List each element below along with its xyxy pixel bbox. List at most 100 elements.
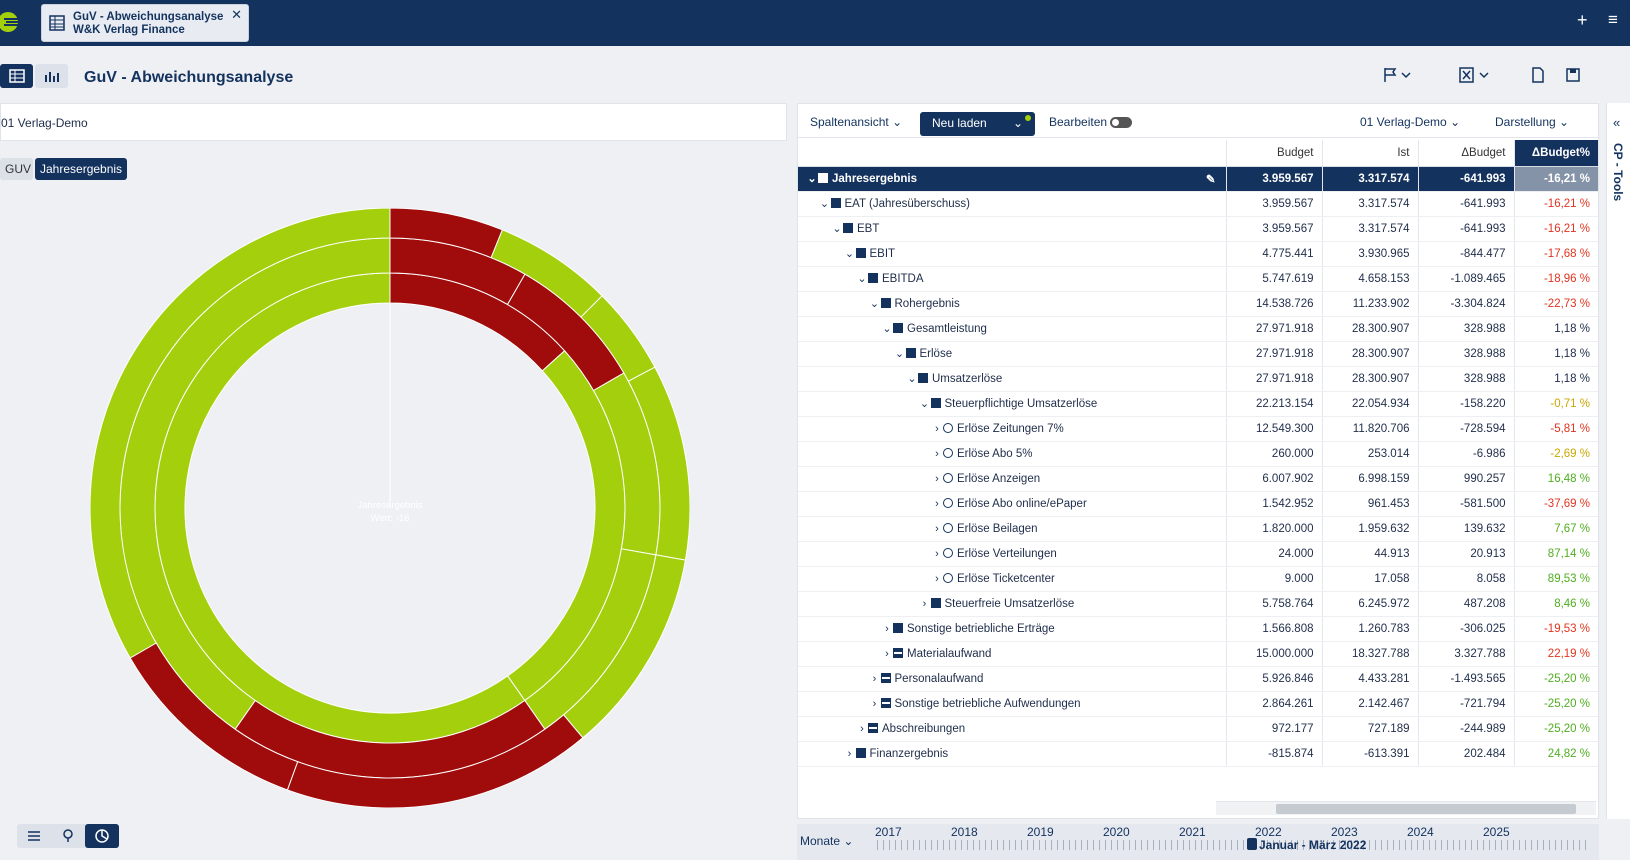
row-name[interactable]: › Erlöse Abo online/ePaper <box>798 491 1226 517</box>
table-row[interactable]: › Abschreibungen 972.177 727.189 -244.989 -25… <box>798 716 1598 742</box>
row-name[interactable]: › Materialaufwand <box>798 641 1226 667</box>
row-name[interactable]: › Personalaufwand <box>798 666 1226 692</box>
row-name[interactable]: › Erlöse Anzeigen <box>798 466 1226 492</box>
column-view-dropdown[interactable]: Spaltenansicht ⌄ <box>810 115 902 129</box>
table-row[interactable]: › Erlöse Ticketcenter 9.000 17.058 8.058 89,5… <box>798 566 1598 592</box>
chevron-right-icon[interactable]: › <box>935 472 939 485</box>
table-row[interactable]: › Personalaufwand 5.926.846 4.433.281 -1.493… <box>798 666 1598 692</box>
column-header-ist[interactable]: Ist <box>1321 140 1418 167</box>
sunburst-segment-ring5-7[interactable] <box>90 208 391 659</box>
excel-export-icon[interactable] <box>1458 66 1490 84</box>
row-name[interactable]: › Erlöse Abo 5% <box>798 441 1226 467</box>
table-row[interactable]: › Erlöse Beilagen 1.820.000 1.959.632 139.63… <box>798 516 1598 542</box>
table-row[interactable]: › Sonstige betriebliche Aufwendungen 2.864… <box>798 691 1598 717</box>
chevron-down-icon[interactable]: ⌄ <box>882 323 892 335</box>
table-row[interactable]: › Finanzergebnis -815.874 -613.391 202.484 24… <box>798 741 1598 767</box>
row-name[interactable]: › Sonstige betriebliche Erträge <box>798 616 1226 642</box>
pin-icon[interactable]: ✎ <box>1205 173 1216 186</box>
row-name[interactable]: ⌄ EAT (Jahresüberschuss) <box>798 191 1226 217</box>
row-name[interactable]: ⌄ Gesamtleistung <box>798 316 1226 342</box>
chevron-down-icon[interactable]: ⌄ <box>907 373 917 385</box>
scrollbar-thumb[interactable] <box>1276 804 1576 814</box>
timeline-year[interactable]: 2025 <box>1483 825 1510 839</box>
table-row[interactable]: ⌄ EAT (Jahresüberschuss) 3.959.567 3.317.57… <box>798 191 1598 217</box>
company-selector[interactable]: 01 Verlag-Demo <box>0 103 787 141</box>
chevron-down-icon[interactable]: ⌄ <box>832 223 842 235</box>
row-name[interactable]: › Steuerfreie Umsatzerlöse <box>798 591 1226 617</box>
timeline-year[interactable]: 2019 <box>1027 825 1054 839</box>
chevron-right-icon[interactable]: › <box>885 647 889 660</box>
row-name[interactable]: ⌄ Rohergebnis <box>798 291 1226 317</box>
table-row[interactable]: ⌄ Gesamtleistung 27.971.918 28.300.907 328.9… <box>798 316 1598 342</box>
timeline-year[interactable]: 2022 <box>1255 825 1282 839</box>
chevron-down-icon[interactable]: ⌄ <box>857 273 867 285</box>
sunburst-chart[interactable]: Jahresergebnis Wert: -16 <box>90 208 690 808</box>
flag-icon[interactable] <box>1382 66 1412 84</box>
column-header-budget[interactable]: Budget <box>1225 140 1322 167</box>
timeline-year[interactable]: 2021 <box>1179 825 1206 839</box>
row-name[interactable]: ⌄ EBITDA <box>798 266 1226 292</box>
timeline-track[interactable] <box>877 840 1587 850</box>
cp-tools-panel[interactable]: « CP - Tools <box>1606 103 1630 819</box>
row-name[interactable]: ⌄ EBT <box>798 216 1226 242</box>
table-row[interactable]: ⌄ Steuerpflichtige Umsatzerlöse 22.213.154… <box>798 391 1598 417</box>
chevron-down-icon[interactable]: ⌄ <box>807 172 817 185</box>
edit-toggle[interactable] <box>1110 117 1132 128</box>
table-row[interactable]: › Erlöse Verteilungen 24.000 44.913 20.913 87… <box>798 541 1598 567</box>
chevron-right-icon[interactable]: › <box>935 422 939 435</box>
chevron-right-icon[interactable]: › <box>935 522 939 535</box>
display-dropdown[interactable]: Darstellung ⌄ <box>1495 115 1569 129</box>
main-menu-icon[interactable]: ≡ <box>1608 10 1618 29</box>
table-view-button[interactable] <box>0 64 33 88</box>
table-row[interactable]: ⌄ Rohergebnis 14.538.726 11.233.902 -3.304.8… <box>798 291 1598 317</box>
chart-view-button[interactable] <box>35 64 68 88</box>
document-tab[interactable]: GuV - Abweichungsanalyse W&K Verlag Fina… <box>41 4 249 42</box>
table-row[interactable]: › Sonstige betriebliche Erträge 1.566.808 1… <box>798 616 1598 642</box>
row-name[interactable]: › Abschreibungen <box>798 716 1226 742</box>
table-row[interactable]: › Erlöse Zeitungen 7% 12.549.300 11.820.706… <box>798 416 1598 442</box>
collapse-icon[interactable]: « <box>1613 115 1621 130</box>
timeline-year[interactable]: 2018 <box>951 825 978 839</box>
row-name[interactable]: ⌄ Umsatzerlöse <box>798 366 1226 392</box>
save-icon[interactable] <box>1565 66 1581 84</box>
table-row[interactable]: › Erlöse Abo online/ePaper 1.542.952 961.45… <box>798 491 1598 517</box>
table-row[interactable]: ⌄ EBITDA 5.747.619 4.658.153 -1.089.465 -18,9… <box>798 266 1598 292</box>
list-mode-button[interactable] <box>17 824 51 848</box>
chevron-down-icon[interactable]: ⌄ <box>819 198 830 210</box>
timeline-handle[interactable] <box>1247 838 1257 850</box>
timeline-year[interactable]: 2024 <box>1407 825 1434 839</box>
column-header-delta-pct[interactable]: ΔBudget% <box>1513 140 1598 167</box>
row-name[interactable]: ⌄ Erlöse <box>798 341 1226 367</box>
row-name[interactable]: › Erlöse Zeitungen 7% <box>798 416 1226 442</box>
chevron-down-icon[interactable]: ⌄ <box>1012 116 1023 130</box>
table-row[interactable]: ⌄ Jahresergebnis ✎ 3.959.567 3.317.574 -641.9… <box>798 166 1598 192</box>
chevron-right-icon[interactable]: › <box>935 447 939 460</box>
chevron-right-icon[interactable]: › <box>872 672 877 685</box>
breadcrumb-jahresergebnis[interactable]: Jahresergebnis <box>35 158 128 180</box>
table-row[interactable]: ⌄ EBIT 4.775.441 3.930.965 -844.477 -17,68 % <box>798 241 1598 267</box>
chevron-right-icon[interactable]: › <box>885 622 889 635</box>
company-dropdown[interactable]: 01 Verlag-Demo ⌄ <box>1360 115 1460 129</box>
timeline-year[interactable]: 2020 <box>1103 825 1130 839</box>
breadcrumb-guv[interactable]: GUV <box>0 158 33 180</box>
horizontal-scrollbar[interactable] <box>1216 801 1596 815</box>
row-name[interactable]: ⌄ EBIT <box>798 241 1226 267</box>
timeline-year[interactable]: 2023 <box>1331 825 1358 839</box>
close-tab-icon[interactable]: ✕ <box>231 7 242 22</box>
chevron-right-icon[interactable]: › <box>922 597 927 610</box>
column-header-delta[interactable]: ΔBudget <box>1417 140 1514 167</box>
tree-mode-button[interactable] <box>51 824 85 848</box>
sunburst-mode-button[interactable] <box>85 824 119 848</box>
add-tab-icon[interactable]: + <box>1577 10 1588 30</box>
chevron-down-icon[interactable]: ⌄ <box>919 398 930 410</box>
table-row[interactable]: › Erlöse Anzeigen 6.007.902 6.998.159 990.25… <box>798 466 1598 492</box>
chevron-right-icon[interactable]: › <box>935 547 939 560</box>
reload-button[interactable]: Neu laden ⌄ <box>920 112 1035 136</box>
chevron-right-icon[interactable]: › <box>935 497 939 510</box>
chevron-down-icon[interactable]: ⌄ <box>869 298 880 310</box>
chevron-right-icon[interactable]: › <box>847 747 852 760</box>
row-name[interactable]: › Erlöse Ticketcenter <box>798 566 1226 592</box>
chevron-right-icon[interactable]: › <box>872 697 877 710</box>
row-name[interactable]: › Finanzergebnis <box>798 741 1226 767</box>
chevron-down-icon[interactable]: ⌄ <box>844 248 855 260</box>
